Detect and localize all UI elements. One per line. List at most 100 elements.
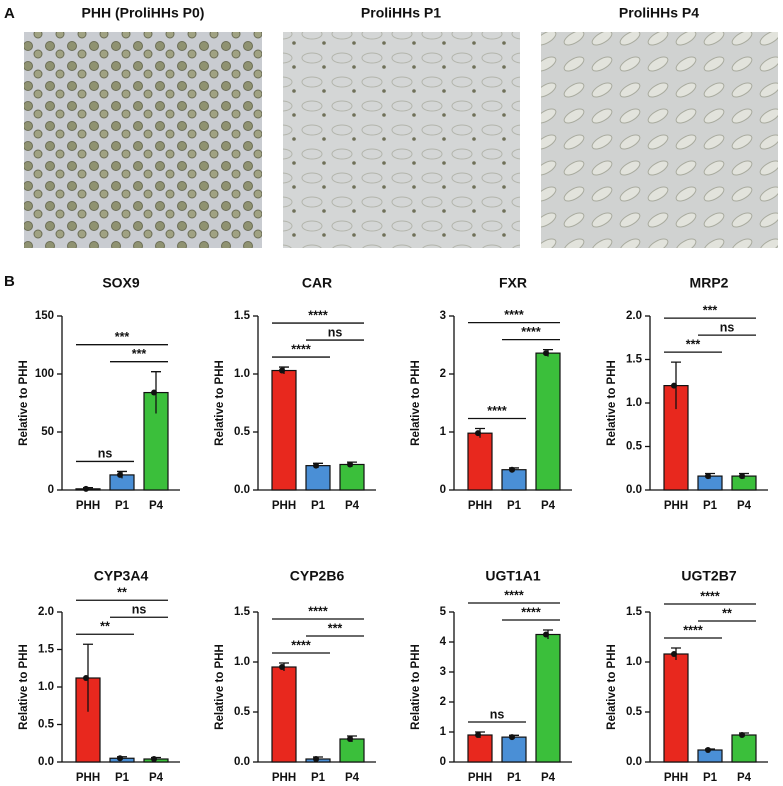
data-point <box>279 367 285 374</box>
significance-label: *** <box>115 330 130 344</box>
data-point <box>671 382 677 389</box>
panel-label: A <box>4 5 15 22</box>
x-tick-label: P4 <box>541 500 556 512</box>
significance-label: **** <box>683 623 703 637</box>
y-tick-label: 1.0 <box>234 368 250 380</box>
y-tick-label: 1.0 <box>626 656 642 668</box>
x-tick-label: P4 <box>737 772 752 784</box>
y-tick-label: 0.0 <box>38 756 54 768</box>
chart-title: CYP3A4 <box>94 568 149 584</box>
y-tick-label: 0 <box>48 484 54 496</box>
data-point <box>347 736 353 742</box>
y-tick-label: 1 <box>440 426 447 438</box>
x-tick-label: PHH <box>468 772 492 784</box>
significance-label: ns <box>490 707 505 721</box>
y-axis-label: Relative to PHH <box>214 644 226 730</box>
significance-label: ** <box>117 586 127 600</box>
significance-label: ns <box>328 325 343 339</box>
x-tick-label: PHH <box>468 500 492 512</box>
y-tick-label: 0.0 <box>626 756 642 768</box>
x-tick-label: PHH <box>664 500 688 512</box>
chart-title: CYP2B6 <box>290 568 345 584</box>
y-axis-label: Relative to PHH <box>214 360 226 446</box>
data-point <box>117 471 123 478</box>
x-tick-label: PHH <box>76 772 100 784</box>
significance-label: **** <box>308 604 328 618</box>
y-tick-label: 0.0 <box>234 756 250 768</box>
data-point <box>83 485 89 492</box>
y-tick-label: 0 <box>440 484 446 496</box>
y-tick-label: 0.5 <box>234 426 251 438</box>
x-tick-label: P4 <box>345 772 360 784</box>
data-point <box>543 631 549 638</box>
significance-label: *** <box>703 303 718 317</box>
data-point <box>705 747 711 753</box>
data-point <box>151 389 157 396</box>
x-tick-label: P1 <box>115 772 130 784</box>
y-axis-label: Relative to PHH <box>606 360 618 446</box>
data-point <box>347 461 353 468</box>
chart-title: SOX9 <box>102 275 140 291</box>
data-point <box>279 664 285 670</box>
y-axis-label: Relative to PHH <box>606 644 618 730</box>
bar <box>535 633 561 763</box>
y-tick-label: 2 <box>440 368 446 380</box>
x-tick-label: P4 <box>149 500 164 512</box>
y-tick-label: 0 <box>440 756 446 768</box>
x-tick-label: PHH <box>76 500 100 512</box>
significance-label: ** <box>100 620 110 634</box>
y-tick-label: 2.0 <box>38 606 54 618</box>
image-title: ProliHHs P4 <box>619 5 699 21</box>
panel-label: B <box>4 273 15 290</box>
y-tick-label: 4 <box>440 636 447 648</box>
x-tick-label: PHH <box>664 772 688 784</box>
bar <box>501 736 527 763</box>
micrograph <box>283 32 520 248</box>
data-point <box>543 350 549 357</box>
data-point <box>671 651 677 657</box>
bar <box>467 734 493 763</box>
micrograph <box>541 32 778 248</box>
data-point <box>509 734 515 741</box>
y-axis-label: Relative to PHH <box>410 360 422 446</box>
significance-label: ns <box>132 603 147 617</box>
data-point <box>475 430 481 437</box>
significance-label: **** <box>504 588 524 602</box>
image-title: ProliHHs P1 <box>361 5 441 21</box>
x-tick-label: P1 <box>311 500 326 512</box>
chart-title: UGT2B7 <box>681 568 736 584</box>
bar <box>535 352 561 491</box>
data-point <box>705 473 711 480</box>
data-point <box>739 473 745 480</box>
y-tick-label: 0.0 <box>626 484 642 496</box>
x-tick-label: P1 <box>507 772 522 784</box>
x-tick-label: PHH <box>272 500 296 512</box>
y-tick-label: 5 <box>440 606 447 618</box>
significance-label: ** <box>722 606 732 620</box>
y-tick-label: 1.5 <box>234 606 251 618</box>
data-point <box>739 732 745 738</box>
bar <box>731 734 757 763</box>
y-tick-label: 1.0 <box>38 681 54 693</box>
x-tick-label: P1 <box>311 772 326 784</box>
data-point <box>509 466 515 473</box>
x-tick-label: P4 <box>541 772 556 784</box>
chart-title: UGT1A1 <box>485 568 540 584</box>
x-tick-label: P1 <box>703 772 718 784</box>
y-tick-label: 100 <box>35 368 54 380</box>
y-tick-label: 0.5 <box>626 441 643 453</box>
significance-label: ns <box>720 320 735 334</box>
significance-label: **** <box>487 404 507 418</box>
significance-label: **** <box>291 638 311 652</box>
bar <box>271 666 297 763</box>
y-tick-label: 150 <box>35 310 54 322</box>
bar <box>75 677 101 763</box>
significance-label: ns <box>98 447 113 461</box>
y-tick-label: 2.0 <box>626 310 642 322</box>
data-point <box>117 755 123 762</box>
y-axis-label: Relative to PHH <box>18 644 30 730</box>
significance-label: **** <box>291 342 311 356</box>
bar <box>467 432 493 491</box>
y-tick-label: 0.0 <box>234 484 250 496</box>
data-point <box>313 756 319 762</box>
